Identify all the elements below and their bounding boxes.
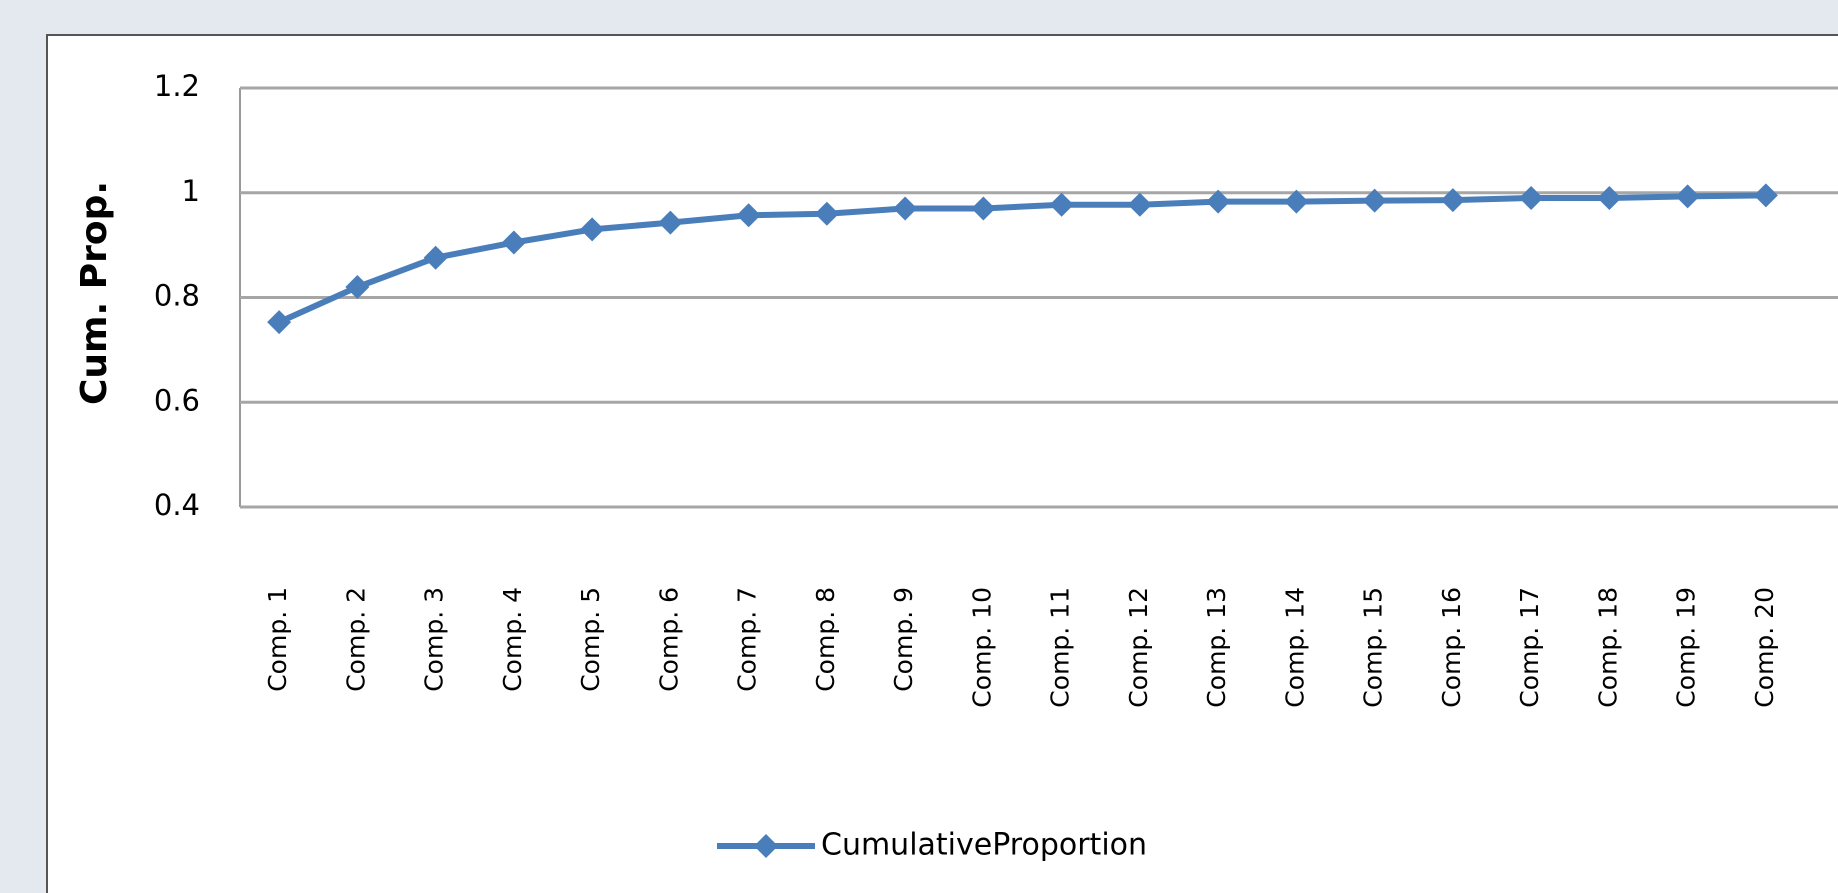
data-point: [1049, 192, 1074, 217]
y-tick-label: 0.8: [154, 279, 200, 313]
data-point: [1440, 188, 1465, 213]
data-point: [423, 245, 448, 270]
y-axis-title: Cum. Prop.: [74, 181, 115, 405]
x-tick-label: Comp. 18: [1593, 587, 1622, 708]
x-tick-label: Comp. 13: [1202, 587, 1231, 708]
data-point: [971, 196, 996, 221]
x-tick-label: Comp. 8: [811, 587, 840, 692]
data-point: [1284, 189, 1309, 214]
data-line: [277, 192, 1766, 325]
data-point: [814, 201, 839, 226]
data-point: [501, 230, 526, 255]
data-point: [345, 275, 370, 300]
x-tick-label: Comp. 4: [498, 587, 527, 692]
data-point: [1519, 185, 1544, 210]
data-point: [1753, 183, 1778, 208]
legend-label: CumulativeProportion: [821, 828, 1147, 863]
x-tick-label: Comp. 5: [576, 587, 605, 692]
legend-marker: [754, 834, 778, 858]
y-tick-label: 1.2: [154, 69, 200, 103]
data-point: [1597, 185, 1622, 210]
data-point: [1206, 189, 1231, 214]
x-tick-label: Comp. 2: [341, 587, 370, 692]
x-tick-label: Comp. 19: [1672, 587, 1701, 708]
data-point: [893, 196, 918, 221]
data-point: [580, 217, 605, 242]
x-tick-label: Comp. 10: [967, 587, 996, 708]
x-tick-label: Comp. 14: [1280, 587, 1309, 708]
data-point: [1675, 184, 1700, 209]
data-point: [1127, 192, 1152, 217]
data-point: [1362, 188, 1387, 213]
data-point: [736, 203, 761, 228]
data-point: [658, 210, 683, 235]
chart-panel: [46, 34, 1838, 893]
y-tick-label: 0.4: [154, 488, 200, 522]
x-tick-label: Comp. 6: [654, 587, 683, 692]
x-tick-label: Comp. 20: [1750, 587, 1779, 708]
x-tick-label: Comp. 9: [889, 587, 918, 692]
y-tick-label: 1: [182, 174, 200, 208]
data-point: [267, 310, 292, 335]
x-tick-label: Comp. 12: [1124, 587, 1153, 708]
x-tick-label: Comp. 16: [1437, 587, 1466, 708]
x-tick-label: Comp. 11: [1046, 587, 1075, 708]
x-tick-label: Comp. 17: [1515, 587, 1544, 708]
x-tick-label: Comp. 1: [263, 587, 292, 692]
x-tick-label: Comp. 15: [1359, 587, 1388, 708]
x-tick-label: Comp. 3: [420, 587, 449, 692]
x-tick-label: Comp. 7: [733, 587, 762, 692]
y-tick-label: 0.6: [154, 383, 200, 417]
